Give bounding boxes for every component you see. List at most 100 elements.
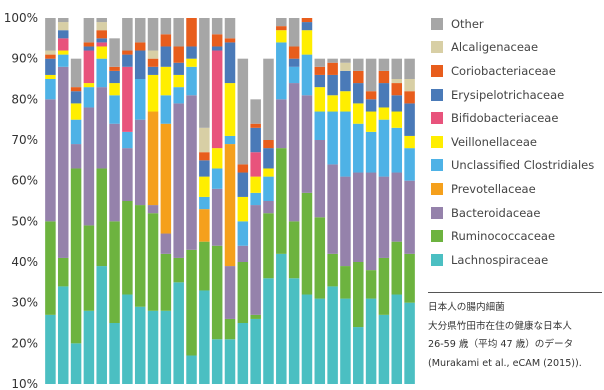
legend-item: Erysipelotrichaceae [431,83,601,107]
bar-segment [70,103,82,120]
bar-segment [57,66,69,258]
bar-segment [211,50,223,149]
stacked-bar-chart: 10% 20% 30% 40% 50% 60% 70% 80% 90% 100% [4,11,415,390]
bar-segment [378,257,390,315]
legend-label: Other [451,16,484,31]
bar-segment [96,168,107,267]
bar-segment [288,66,300,84]
bar-segment [147,205,159,214]
bar-segment [160,18,172,35]
bar-segment [404,135,415,149]
legend-label: Veillonellaceae [451,134,537,149]
bar-segment [250,127,261,153]
y-tick-label: 70% [11,133,38,147]
bar-segment [391,172,403,242]
bar-segment [365,298,377,384]
bar-segment [96,87,107,169]
bar-segment [378,119,390,177]
bar-segment [288,58,300,67]
bar-segment [314,58,326,67]
bar-segment [173,46,184,63]
bar-segment [327,95,338,112]
bar-segment [173,103,184,258]
bar-segment [122,66,133,132]
bar-segment [173,282,184,384]
bar-segment [160,66,172,96]
bar-segment [263,140,274,149]
bar-segment [109,70,120,84]
bar-segment [378,70,390,84]
bar-segment [404,253,415,303]
bar-segment [327,62,338,75]
y-tick-label: 50% [11,214,38,228]
bar-segment [96,266,107,384]
bar-segment [173,62,184,75]
y-tick-label: 90% [11,52,38,66]
bar-segment [147,310,159,384]
bar-segment [199,176,210,197]
bar-segment [83,107,95,226]
bar-segment [365,99,377,112]
bar-segment [224,135,236,145]
bar-segment [340,266,351,299]
legend-swatch [431,230,443,243]
bar-segment [237,245,249,262]
bar-segment [199,290,210,384]
legend-swatch [431,182,443,195]
bar-segment [378,107,390,120]
bar-segment [109,38,120,67]
bar-segment [353,70,364,84]
bar-segment [327,253,338,287]
legend: Other Alcaligenaceae Coriobacteriaceae Erys… [431,12,601,272]
bar-segment [250,192,261,206]
bar-segment [96,30,107,39]
bar-segment [70,87,82,92]
bar-segment [314,74,326,88]
y-tick-label: 60% [11,174,38,188]
bar-segment [83,83,95,88]
bar-segment [224,144,236,267]
bar-segment [134,50,146,79]
bar-segment [250,176,261,193]
bar-segment [391,83,403,96]
bar-segment [211,168,223,189]
source-note: 日本人の腸内細菌 大分県竹田市在住の健康な日本人 26-59 歳（平均 47 歳… [428,292,602,373]
bar-segment [199,209,210,242]
legend-swatch [431,135,443,148]
bar-segment [391,127,403,173]
bar-segment [134,79,146,120]
bar-segment [147,66,159,75]
bar-segment [57,22,69,31]
bar-segment [160,310,172,384]
bar-segment [378,176,390,258]
bar-segment [186,46,197,59]
bar-segment [301,192,313,295]
legend-item: Coriobacteriaceae [431,59,601,83]
bar-segment [83,18,95,43]
bar-segment [70,168,82,344]
legend-item: Ruminococcaceae [431,224,601,248]
bar-segment [224,42,236,84]
bar-segment [378,83,390,108]
note-citation: (Murakami et al., eCAM (2015)). [428,357,582,369]
bar-segment [199,160,210,177]
bar-segment [327,164,338,254]
bar-segment [83,310,95,384]
bar-segment [301,22,313,31]
bar-segment [250,314,261,319]
bar-segment [199,196,210,210]
bar-segment [57,54,69,67]
bar-segment [147,74,159,112]
bar-segment [263,148,274,169]
bar-segment [122,294,133,384]
bar-segment [211,245,223,340]
bar-segment [353,262,364,328]
bar-segment [160,95,172,124]
bar-segment [404,91,415,104]
bar-segment [186,249,197,356]
bar-segment [263,278,274,384]
bar-segment [83,87,95,108]
bar-segment [224,18,236,39]
legend-swatch [431,112,443,125]
bar-segment [134,306,146,384]
